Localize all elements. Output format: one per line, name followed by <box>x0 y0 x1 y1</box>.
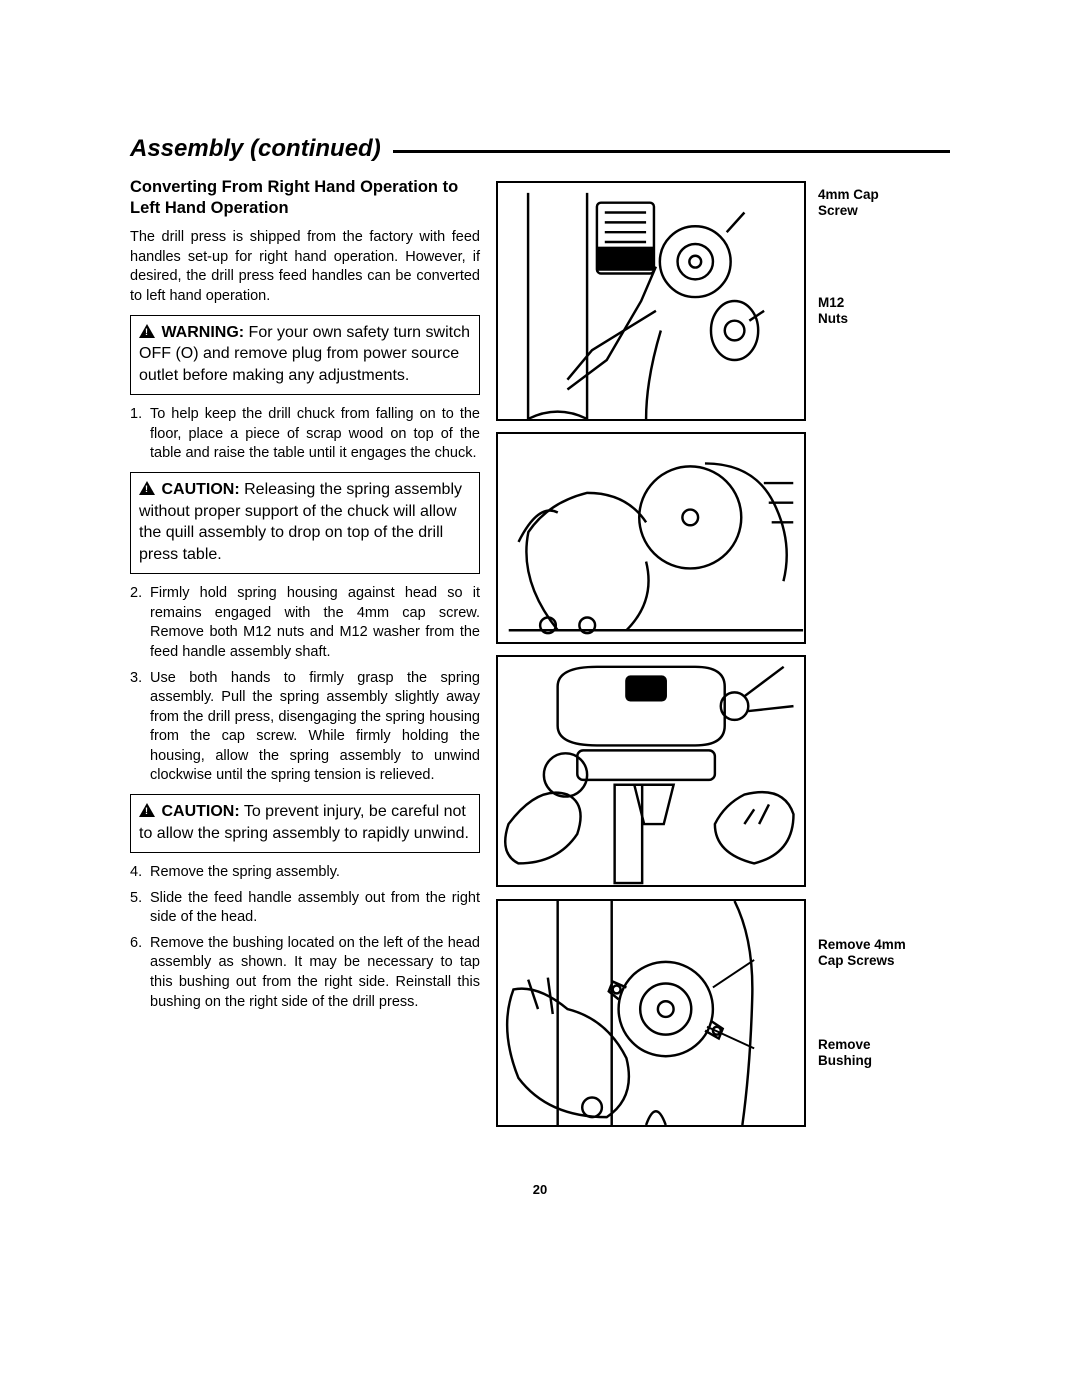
warning-icon <box>139 324 155 338</box>
step-5: Slide the feed handle assembly out from … <box>130 889 480 928</box>
section-title: Assembly (continued) <box>130 135 381 163</box>
section-title-row: Assembly (continued) <box>130 135 950 163</box>
caution-icon <box>139 481 155 495</box>
steps-list-3: Remove the spring assembly. Slide the fe… <box>130 863 480 1012</box>
figure-4 <box>496 899 806 1127</box>
fig4-callout-1: Remove 4mm Cap Screws <box>818 937 906 968</box>
figure-2 <box>496 432 806 644</box>
fig1-callout-2: M12 Nuts <box>818 295 848 326</box>
subheading: Converting From Right Hand Operation to … <box>130 177 480 218</box>
caution-label-2: CAUTION: <box>161 803 239 820</box>
page-number: 20 <box>130 1182 950 1197</box>
steps-list-1: To help keep the drill chuck from fallin… <box>130 405 480 464</box>
step-6: Remove the bushing located on the left o… <box>130 934 480 1012</box>
intro-paragraph: The drill press is shipped from the fact… <box>130 228 480 306</box>
right-column: 4mm Cap Screw M12 Nuts <box>496 177 926 1018</box>
figure-1 <box>496 181 806 421</box>
left-column: Converting From Right Hand Operation to … <box>130 177 480 1018</box>
warning-label: WARNING: <box>161 324 244 341</box>
caution-label-1: CAUTION: <box>161 481 239 498</box>
warning-box: WARNING: For your own safety turn switch… <box>130 315 480 396</box>
steps-list-2: Firmly hold spring housing against head … <box>130 584 480 786</box>
step-3: Use both hands to firmly grasp the sprin… <box>130 669 480 786</box>
figure-3 <box>496 655 806 887</box>
step-2: Firmly hold spring housing against head … <box>130 584 480 662</box>
content-row: Converting From Right Hand Operation to … <box>130 177 950 1018</box>
fig1-callout-1: 4mm Cap Screw <box>818 187 879 218</box>
caution-box-1: CAUTION: Releasing the spring assembly w… <box>130 472 480 574</box>
caution-icon <box>139 803 155 817</box>
manual-page: Assembly (continued) Converting From Rig… <box>130 135 950 1195</box>
fig4-callout-2: Remove Bushing <box>818 1037 872 1068</box>
step-1: To help keep the drill chuck from fallin… <box>130 405 480 464</box>
caution-box-2: CAUTION: To prevent injury, be careful n… <box>130 794 480 853</box>
step-4: Remove the spring assembly. <box>130 863 480 883</box>
title-rule <box>393 150 950 153</box>
